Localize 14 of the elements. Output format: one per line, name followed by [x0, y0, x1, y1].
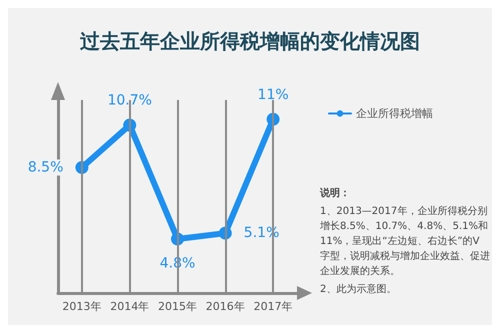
x-tick-label: 2013年	[62, 300, 102, 313]
text: 2、此为示意图。	[320, 283, 396, 295]
x-tick-label: 2016年	[206, 300, 245, 313]
data-label: 5.1%	[244, 225, 280, 242]
text: 1、2013—2017年，企业所得税分别增长8.5%、10.7%、4.8%、5.1%和11%，呈现出“左边短、右边长”的V字型，说明减税与增加企业效益、促进企业发展的关系。	[319, 205, 490, 277]
legend-label: 企业所得税增幅	[356, 107, 433, 120]
data-label: 8.5%	[28, 160, 64, 176]
chart-title: 过去五年企业所得税增幅的变化情况图	[79, 29, 420, 53]
x-tick-label: 2015年	[158, 300, 197, 313]
x-tick-label: 2017年	[254, 300, 293, 313]
data-label: 10.7%	[107, 92, 152, 109]
x-tick-label: 2014年	[110, 300, 150, 313]
data-label: 11%	[258, 86, 289, 103]
text: 说明：	[319, 187, 350, 199]
